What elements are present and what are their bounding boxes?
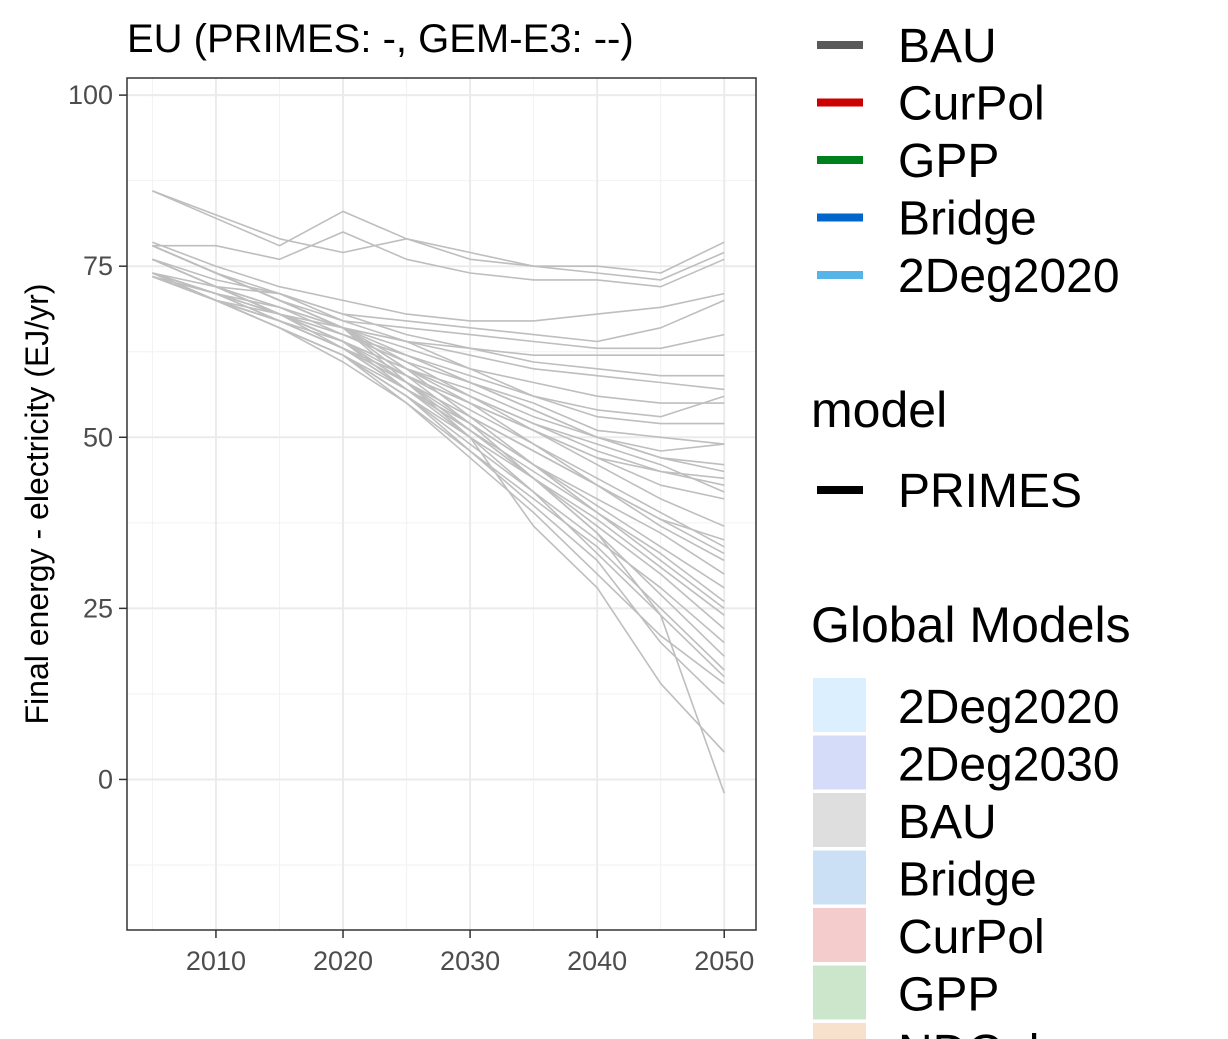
legend-label-global-model: BAU [898,796,997,849]
panel-border [126,77,757,931]
x-tick-label: 2030 [440,946,500,976]
legend-label-model: PRIMES [898,465,1082,518]
series-line-37 [152,244,725,753]
y-tick-label: 50 [83,422,113,452]
legend-label-scenario: Bridge [898,193,1037,246]
legend-key-global-model [813,965,866,1020]
panel-background [127,78,756,930]
legend-label-global-model: Bridge [898,854,1037,907]
series-line-4 [152,241,725,322]
x-tick-label: 2010 [186,946,246,976]
legend-label-scenario: BAU [898,20,997,73]
legend: BAUCurPolGPPBridge2Deg2020modelPRIMESGlo… [811,20,1131,1039]
legend-label-scenario: GPP [898,135,999,188]
legend-title-model: model [811,382,947,438]
series-line-38 [152,275,725,705]
series-line-6 [152,272,725,350]
legend-label-global-model: 2Deg2030 [898,739,1120,792]
legend-label-global-model: NDCplus [898,1026,1090,1039]
series-line-1 [152,190,725,274]
legend-key-global-model [813,735,866,790]
legend-label-global-model: CurPol [898,911,1045,964]
legend-label-scenario: 2Deg2020 [898,250,1120,303]
legend-key-global-model [813,678,866,732]
series-line-8 [152,244,725,377]
y-tick-label: 25 [83,593,113,623]
series-line-2 [152,190,725,281]
legend-key-global-model [813,908,866,962]
y-tick-label: 100 [68,80,113,110]
series-line-3 [152,231,725,288]
x-tick-label: 2040 [567,946,627,976]
legend-key-global-model [813,850,866,905]
y-axis-label: Final energy - electricity (EJ/yr) [19,284,55,725]
series-line-39 [152,258,725,794]
plot-panel: 2010 2020 2030 2040 2050 0 25 50 75 100 [68,77,757,976]
legend-title-global-models: Global Models [811,597,1131,653]
legend-key-global-model [813,793,866,847]
legend-label-global-model: 2Deg2020 [898,681,1120,734]
chart-title: EU (PRIMES: -, GEM-E3: --) [127,17,634,61]
y-tick-label: 75 [83,251,113,281]
x-tick-label: 2050 [694,946,754,976]
legend-label-global-model: GPP [898,969,999,1022]
y-tick-label: 0 [98,764,113,794]
legend-label-scenario: CurPol [898,78,1045,131]
legend-key-global-model [813,1023,866,1039]
x-tick-label: 2020 [313,946,373,976]
